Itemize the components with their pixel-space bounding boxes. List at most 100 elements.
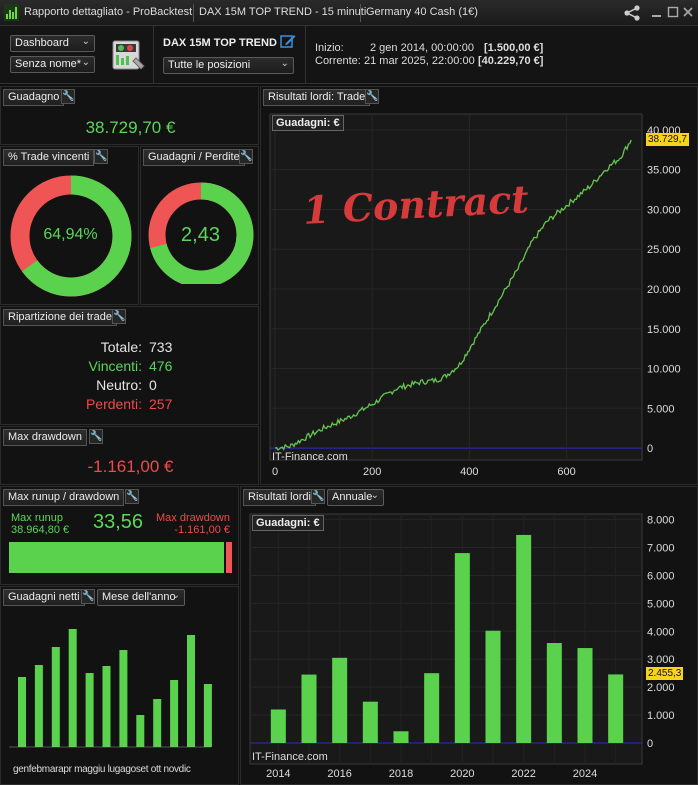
x-tick-label: 200 — [363, 466, 381, 478]
share-icon[interactable] — [623, 5, 641, 21]
perdenti-value: 257 — [149, 396, 173, 412]
annual-bar — [454, 553, 470, 743]
x-tick-label: 2016 — [327, 768, 351, 780]
y-tick-label: 10.000 — [647, 364, 681, 376]
ripartizione-title: Ripartizione dei trade — [3, 309, 117, 326]
win-pct-value: 64,94% — [43, 226, 98, 243]
y-tick-label: 0 — [647, 443, 653, 455]
edit-icon[interactable] — [280, 33, 296, 49]
results-annual-panel: Risultati lordi 🔧 Annuale ⌄ 0 1.000 2.000 3.… — [240, 486, 698, 785]
runup-bar-fill — [9, 542, 226, 573]
chevron-down-icon: ⌄ — [171, 590, 180, 601]
month-bar — [170, 680, 179, 747]
month-bar — [85, 673, 94, 747]
y-tick-label: 20.000 — [647, 284, 681, 296]
monthly-net-chart — [9, 629, 212, 748]
month-bar — [187, 635, 195, 747]
wrench-icon[interactable]: 🔧 — [94, 149, 108, 164]
annual-bar — [393, 731, 409, 743]
annual-bar-chart: 0 1.000 2.000 3.000 4.000 5.000 6.000 7.000 8.00… — [249, 513, 675, 780]
guadagno-value: 38.729,70 € — [85, 118, 176, 137]
strategy-tab[interactable]: DAX 15M TOP TREND - 15 minuti — [199, 6, 367, 18]
positions-select[interactable]: Tutte le posizioni ⌄ — [163, 57, 294, 74]
month-bar — [18, 677, 26, 747]
gain-loss-panel: Guadagni / Perdite 🔧 2,43 — [140, 146, 259, 305]
trade-chart-label: Guadagni: € — [272, 115, 344, 131]
window-title: Rapporto dettagliato - ProBacktest — [24, 6, 193, 18]
dashboard-select[interactable]: Dashboard ⌄ — [10, 35, 95, 52]
perdenti-label: Perdenti: — [85, 396, 142, 412]
wrench-icon[interactable]: 🔧 — [61, 89, 75, 104]
runup-title: Max runup / drawdown — [3, 489, 125, 506]
chevron-down-icon: ⌄ — [370, 490, 379, 501]
corrente-value: [40.229,70 €] — [478, 55, 544, 67]
guadagni-netti-title: Guadagni netti — [3, 589, 85, 606]
inizio-value: [1.500,00 €] — [484, 42, 544, 54]
annual-bar — [485, 630, 501, 743]
annual-bar — [546, 643, 562, 743]
annual-chart-label: Guadagni: € — [252, 515, 324, 531]
wrench-icon[interactable]: 🔧 — [112, 309, 126, 324]
minimize-icon[interactable] — [651, 6, 663, 18]
y-tick-label: 3.000 — [647, 654, 675, 666]
instrument-tab[interactable]: Germany 40 Cash (1€) — [366, 6, 478, 18]
annual-bar — [516, 534, 532, 743]
wrench-icon[interactable]: 🔧 — [239, 149, 253, 164]
win-pct-donut — [10, 175, 132, 297]
gain-loss-title: Guadagni / Perdite — [143, 149, 245, 166]
close-icon[interactable] — [682, 6, 694, 18]
app-logo-icon — [4, 4, 19, 21]
name-select[interactable]: Senza nome* ⌄ — [10, 56, 95, 73]
gain-loss-value: 2,43 — [181, 224, 220, 246]
guadagno-panel: Guadagno 🔧 38.729,70 € — [0, 86, 259, 145]
chart-area — [269, 113, 643, 461]
y-tick-label: 4.000 — [647, 626, 675, 638]
inizio-date: 2 gen 2014, 00:00:00 — [370, 42, 474, 54]
wrench-icon[interactable]: 🔧 — [125, 489, 139, 504]
month-bar — [203, 684, 212, 747]
y-tick-label: 35.000 — [647, 165, 681, 177]
drawdown-label: Max drawdown — [156, 512, 230, 524]
runup-drawdown-bar — [9, 542, 232, 573]
x-tick-label: 2020 — [450, 768, 474, 780]
report-settings-icon[interactable] — [112, 38, 146, 72]
name-select-value: Senza nome* — [15, 58, 82, 70]
annual-bar — [270, 709, 286, 743]
runup-value: 38.964,80 € — [11, 524, 70, 536]
month-bar — [68, 629, 77, 747]
wrench-icon[interactable]: 🔧 — [311, 489, 325, 504]
wrench-icon[interactable]: 🔧 — [365, 89, 379, 104]
x-tick-label: 2022 — [511, 768, 535, 780]
period-select-annual-value: Annuale — [332, 491, 373, 503]
wrench-icon[interactable]: 🔧 — [89, 429, 103, 444]
wrench-icon[interactable]: 🔧 — [81, 589, 95, 604]
trade-watermark: IT-Finance.com — [272, 451, 348, 463]
corrente-date: 21 mar 2025, 22:00:00 — [364, 55, 475, 67]
y-tick-label: 5.000 — [647, 403, 675, 415]
annual-bar — [362, 701, 378, 743]
period-select-netti[interactable]: Mese dell'anno ⌄ — [97, 589, 185, 606]
month-bar — [51, 647, 60, 747]
x-tick-label: 0 — [272, 466, 278, 478]
period-select-annual[interactable]: Annuale ⌄ — [327, 489, 384, 506]
maximize-icon[interactable] — [667, 6, 679, 18]
y-tick-label: 30.000 — [647, 204, 681, 216]
runup-ratio: 33,56 — [93, 511, 144, 533]
y-tick-label: 2.000 — [647, 682, 675, 694]
annual-watermark: IT-Finance.com — [252, 751, 328, 763]
y-tick-label: 25.000 — [647, 244, 681, 256]
win-pct-panel: % Trade vincenti 🔧 64,94% — [0, 146, 139, 305]
y-tick-label: 6.000 — [647, 570, 675, 582]
trade-last-value: 38.729,7 — [646, 133, 689, 146]
annual-last-value: 2.455,3 — [646, 667, 684, 681]
neutro-value: 0 — [149, 377, 157, 393]
equity-line-chart: 0 5.000 10.000 15.000 20.000 25.000 30.000 35.0… — [269, 113, 681, 478]
results-annual-title: Risultati lordi — [243, 489, 316, 506]
max-drawdown-title: Max drawdown — [3, 429, 87, 446]
guadagno-title: Guadagno — [3, 89, 65, 106]
inizio-label: Inizio: — [315, 42, 344, 54]
dashboard-select-value: Dashboard — [15, 37, 69, 49]
annual-bar — [424, 673, 440, 743]
corrente-label: Corrente: — [315, 55, 361, 67]
runup-label: Max runup — [11, 512, 63, 524]
